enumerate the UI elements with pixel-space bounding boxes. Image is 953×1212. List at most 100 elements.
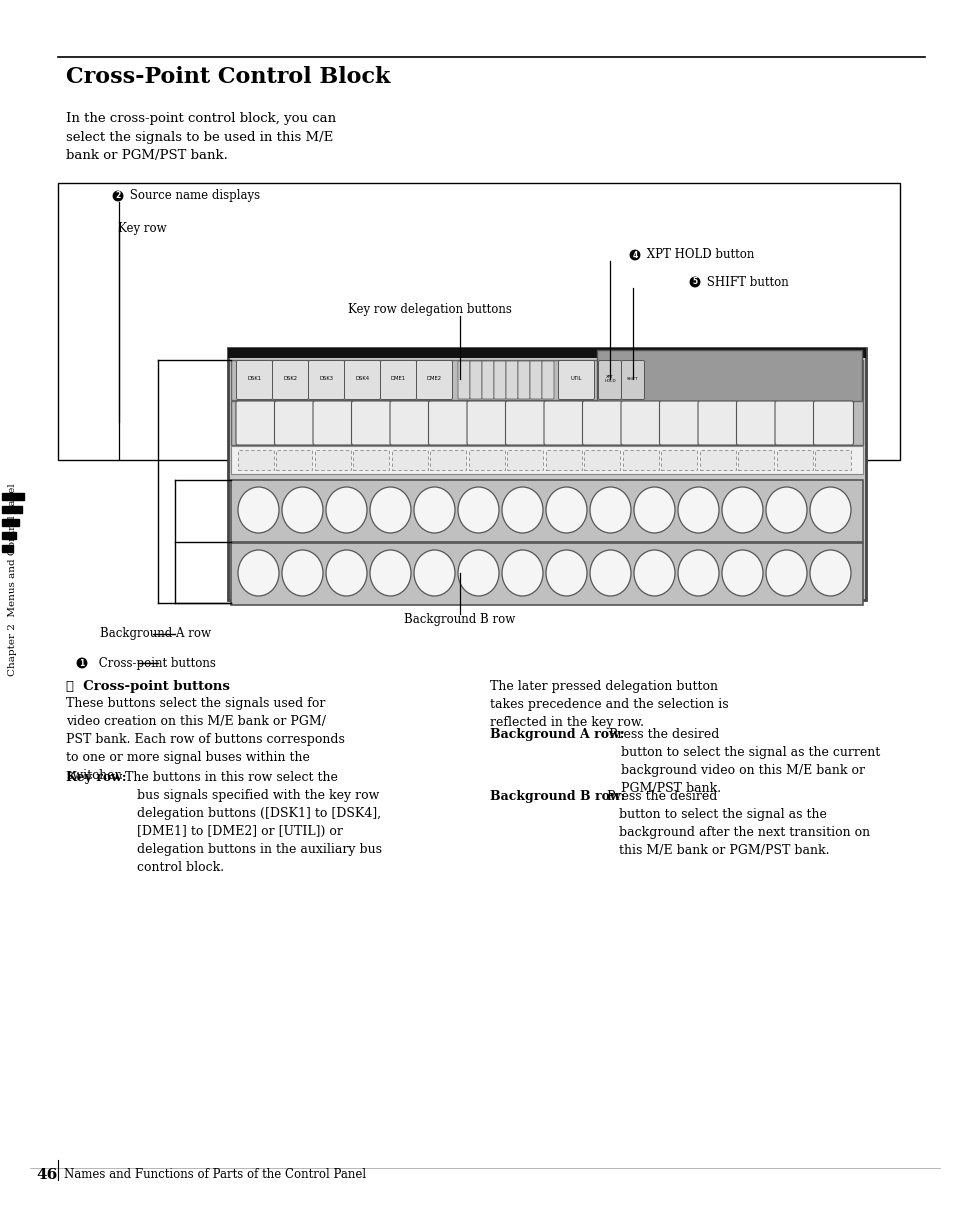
Ellipse shape: [414, 550, 455, 596]
Bar: [228, 348, 865, 600]
Ellipse shape: [721, 487, 762, 533]
Text: Cross-Point Control Block: Cross-Point Control Block: [66, 65, 390, 88]
Text: SHIFT button: SHIFT button: [702, 275, 788, 288]
Bar: [392, 450, 428, 470]
Bar: [507, 450, 543, 470]
Ellipse shape: [809, 550, 850, 596]
Bar: [237, 450, 274, 470]
Ellipse shape: [326, 487, 367, 533]
Text: Press the desired
    button to select the signal as the
    background after th: Press the desired button to select the s…: [602, 790, 869, 857]
Text: DSK3: DSK3: [319, 377, 334, 382]
FancyBboxPatch shape: [598, 360, 620, 400]
Circle shape: [690, 278, 699, 287]
Bar: [700, 450, 735, 470]
Ellipse shape: [282, 487, 323, 533]
Ellipse shape: [501, 550, 542, 596]
Ellipse shape: [237, 550, 278, 596]
Bar: [430, 450, 466, 470]
FancyBboxPatch shape: [416, 360, 452, 400]
Text: Background A row: Background A row: [100, 628, 211, 640]
Text: The buttons in this row select the
    bus signals specified with the key row
  : The buttons in this row select the bus s…: [121, 771, 381, 874]
Text: The later pressed delegation button
takes precedence and the selection is
reflec: The later pressed delegation button take…: [490, 680, 728, 728]
Ellipse shape: [457, 550, 498, 596]
Ellipse shape: [545, 550, 586, 596]
FancyBboxPatch shape: [428, 401, 468, 445]
Ellipse shape: [765, 550, 806, 596]
FancyBboxPatch shape: [470, 361, 481, 399]
Bar: [231, 446, 862, 474]
FancyBboxPatch shape: [620, 401, 660, 445]
Bar: [276, 450, 313, 470]
Bar: [58, 183, 899, 461]
FancyBboxPatch shape: [313, 401, 353, 445]
Text: 1: 1: [79, 658, 85, 668]
FancyBboxPatch shape: [505, 401, 545, 445]
Text: Background A row:: Background A row:: [490, 728, 623, 741]
FancyBboxPatch shape: [236, 360, 273, 400]
FancyBboxPatch shape: [505, 361, 517, 399]
Bar: [622, 450, 659, 470]
Ellipse shape: [457, 487, 498, 533]
Bar: [2, 545, 13, 551]
Ellipse shape: [501, 487, 542, 533]
Bar: [231, 543, 862, 605]
FancyBboxPatch shape: [620, 360, 644, 400]
Ellipse shape: [589, 550, 630, 596]
Text: Key row delegation buttons: Key row delegation buttons: [348, 303, 512, 316]
Text: Press the desired
    button to select the signal as the current
    background : Press the desired button to select the s…: [604, 728, 880, 795]
Text: UTIL: UTIL: [570, 377, 581, 382]
Text: DSK4: DSK4: [355, 377, 369, 382]
FancyBboxPatch shape: [467, 401, 506, 445]
FancyBboxPatch shape: [308, 360, 344, 400]
FancyBboxPatch shape: [390, 401, 430, 445]
Text: 46: 46: [36, 1168, 57, 1182]
Bar: [469, 450, 504, 470]
Bar: [228, 348, 865, 358]
FancyBboxPatch shape: [235, 401, 275, 445]
Bar: [815, 450, 851, 470]
Text: DME1: DME1: [391, 377, 406, 382]
Bar: [2, 505, 22, 513]
FancyBboxPatch shape: [517, 361, 530, 399]
FancyBboxPatch shape: [813, 401, 853, 445]
Text: In the cross-point control block, you can
select the signals to be used in this : In the cross-point control block, you ca…: [66, 112, 335, 162]
Text: 5: 5: [692, 278, 697, 286]
Text: 2: 2: [115, 191, 120, 200]
Bar: [2, 519, 19, 526]
Bar: [231, 360, 862, 400]
Ellipse shape: [678, 550, 719, 596]
Text: Background B row:: Background B row:: [490, 790, 624, 804]
Bar: [2, 493, 24, 501]
FancyBboxPatch shape: [494, 361, 505, 399]
Text: These buttons select the signals used for
video creation on this M/E bank or PGM: These buttons select the signals used fo…: [66, 697, 345, 782]
Circle shape: [77, 658, 87, 668]
Circle shape: [113, 191, 123, 201]
FancyBboxPatch shape: [558, 360, 594, 400]
FancyBboxPatch shape: [457, 361, 470, 399]
Ellipse shape: [809, 487, 850, 533]
Bar: [660, 450, 697, 470]
FancyBboxPatch shape: [736, 401, 776, 445]
Text: XPT
HOLD: XPT HOLD: [603, 375, 616, 383]
FancyBboxPatch shape: [582, 401, 622, 445]
Text: Cross-point buttons: Cross-point buttons: [95, 657, 215, 669]
Text: Chapter 2  Menus and Control Panel: Chapter 2 Menus and Control Panel: [9, 484, 17, 676]
FancyBboxPatch shape: [774, 401, 814, 445]
Ellipse shape: [237, 487, 278, 533]
Text: Key row: Key row: [118, 222, 167, 235]
Text: DSK1: DSK1: [247, 377, 261, 382]
Ellipse shape: [370, 550, 411, 596]
FancyBboxPatch shape: [543, 401, 583, 445]
Bar: [776, 450, 812, 470]
Text: Key row:: Key row:: [66, 771, 127, 784]
Circle shape: [630, 250, 639, 259]
FancyBboxPatch shape: [659, 401, 699, 445]
Text: XPT HOLD button: XPT HOLD button: [642, 248, 754, 262]
Ellipse shape: [678, 487, 719, 533]
Text: SHIFT: SHIFT: [626, 377, 639, 381]
FancyBboxPatch shape: [273, 360, 308, 400]
Ellipse shape: [634, 487, 675, 533]
FancyBboxPatch shape: [481, 361, 494, 399]
Ellipse shape: [326, 550, 367, 596]
FancyBboxPatch shape: [274, 401, 314, 445]
